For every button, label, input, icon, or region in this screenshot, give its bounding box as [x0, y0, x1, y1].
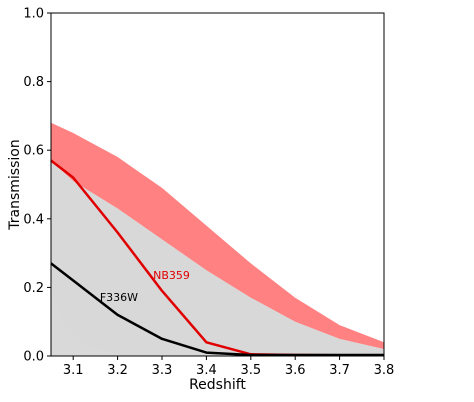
y-tick-label: 0.2: [23, 281, 44, 296]
plot-frame: [50, 12, 385, 357]
x-tick-label: 3.1: [63, 363, 84, 378]
annotation-f336w: F336W: [100, 291, 138, 304]
x-tick-label: 3.6: [285, 363, 306, 378]
y-axis-ticks: 0.0 0.2 0.4 0.6 0.8 1.0: [23, 7, 51, 365]
x-tick-label: 3.7: [329, 363, 350, 378]
y-tick-label: 0.6: [23, 144, 44, 159]
x-tick-label: 3.5: [240, 363, 261, 378]
y-tick-label: 1.0: [23, 7, 44, 22]
x-tick-label: 3.3: [152, 363, 173, 378]
y-tick-label: 0.4: [23, 212, 44, 227]
x-tick-label: 3.8: [374, 363, 395, 378]
x-tick-label: 3.2: [107, 363, 128, 378]
confidence-band-1: [51, 122, 384, 350]
series-line-f336w: [50, 262, 384, 357]
annotation-nb359: NB359: [153, 269, 190, 282]
confidence-band-3: [51, 287, 118, 356]
y-tick-label: 0.0: [23, 350, 44, 365]
bands-layer: [51, 122, 384, 356]
annotations-layer: NB359 F336W: [100, 269, 190, 304]
confidence-band-2: [51, 160, 384, 356]
x-axis-ticks: 3.1 3.2 3.3 3.4 3.5 3.6 3.7 3.8: [63, 356, 394, 378]
y-tick-label: 0.8: [23, 75, 44, 90]
x-tick-label: 3.4: [196, 363, 217, 378]
series-layer: [50, 159, 384, 357]
y-axis-label: Transmission: [7, 139, 23, 230]
x-axis-label: Redshift: [189, 377, 246, 393]
